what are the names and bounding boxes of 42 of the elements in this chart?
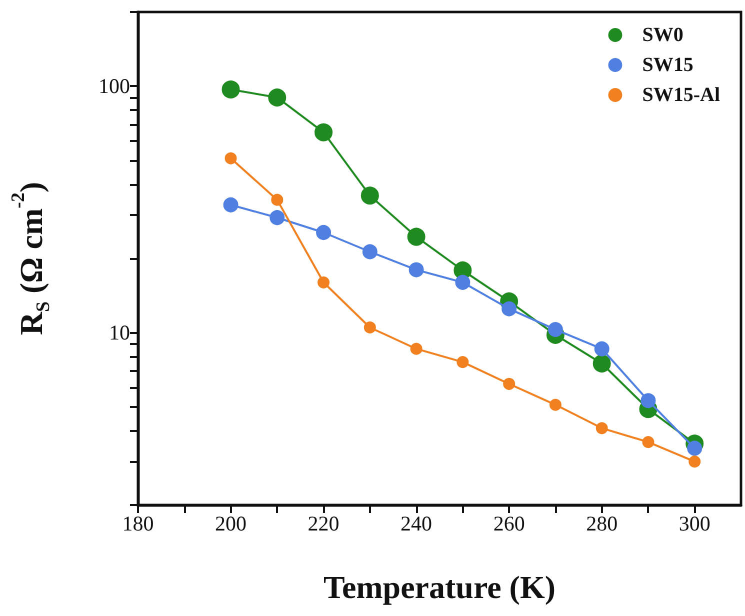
x-tick-label: 220 [308,512,340,536]
y-tick-label: 100 [98,74,130,98]
x-tick-label: 240 [400,512,432,536]
point [268,88,286,106]
point [549,398,562,411]
point [594,341,610,356]
point [316,224,332,240]
point [318,276,330,288]
point [502,301,517,316]
point [687,440,702,456]
x-tick-label: 280 [586,512,618,536]
legend-label: SW15-Al [642,84,720,106]
point [410,342,422,355]
point [642,436,654,448]
point [455,274,470,290]
y-axis-title: RS (Ω cm-2) [8,182,54,336]
point [407,228,426,246]
point [222,80,240,98]
point [503,378,516,390]
point [223,197,238,212]
point [271,194,284,206]
point [548,322,563,338]
legend-label: SW15 [642,54,694,76]
legend-label: SW0 [642,24,684,46]
point [688,456,701,468]
point [224,152,237,164]
point [640,393,656,408]
x-tick-label: 300 [678,512,710,536]
point [596,422,608,434]
point [364,321,376,334]
y-tick-label: 10 [109,320,130,345]
x-tick-label: 260 [493,512,525,536]
x-axis-title: Temperature (K) [324,569,556,605]
point [270,210,285,226]
x-tick-label: 200 [215,512,247,536]
point [592,354,611,372]
point [362,244,378,260]
point [360,186,379,205]
point [456,356,469,368]
x-tick-label: 180 [122,512,154,536]
point [314,123,333,142]
point [408,262,424,278]
